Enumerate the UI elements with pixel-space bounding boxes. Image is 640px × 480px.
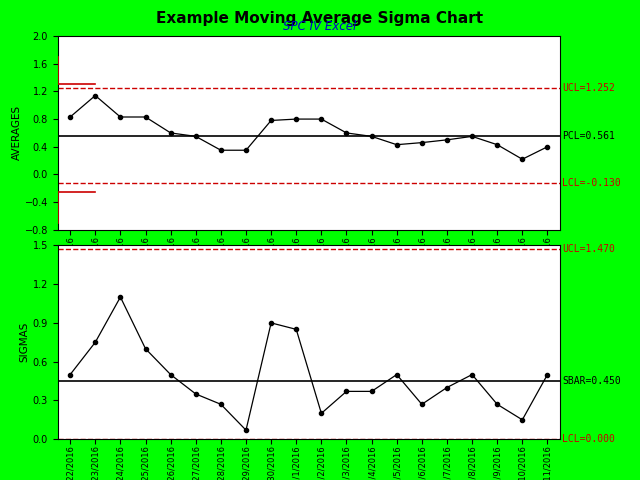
- Text: UCL=1.470: UCL=1.470: [562, 244, 615, 254]
- Text: LCL=0.000: LCL=0.000: [562, 434, 615, 444]
- Text: SPC IV Excel: SPC IV Excel: [284, 20, 356, 33]
- Text: UCL=1.252: UCL=1.252: [562, 83, 615, 93]
- Text: SBAR=0.450: SBAR=0.450: [562, 376, 621, 386]
- Text: LCL=-0.130: LCL=-0.130: [562, 179, 621, 189]
- Text: Example Moving Average Sigma Chart: Example Moving Average Sigma Chart: [156, 11, 484, 25]
- Y-axis label: AVERAGES: AVERAGES: [12, 106, 22, 160]
- Y-axis label: SIGMAS: SIGMAS: [20, 322, 29, 362]
- Text: PCL=0.561: PCL=0.561: [562, 131, 615, 141]
